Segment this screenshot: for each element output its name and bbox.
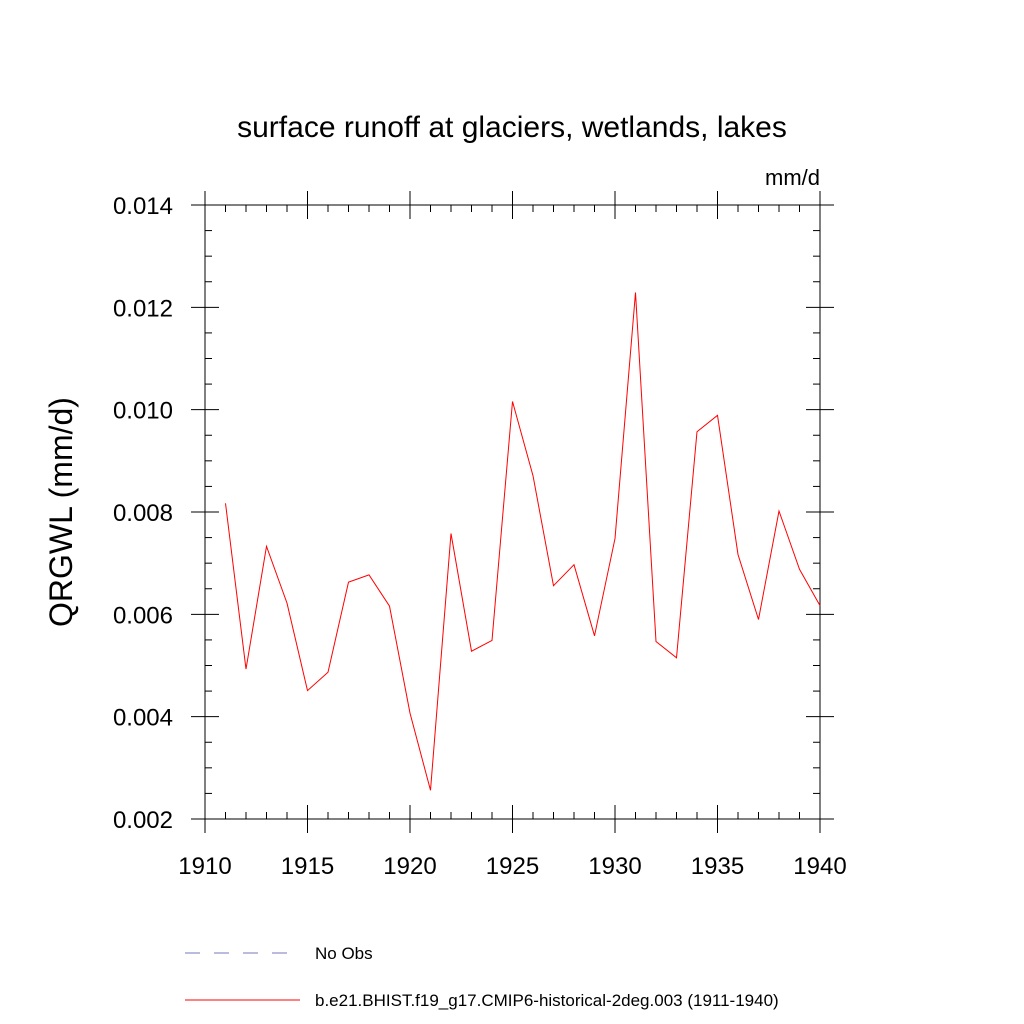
- y-tick-label: 0.006: [113, 602, 173, 629]
- y-tick-label: 0.004: [113, 705, 173, 732]
- chart-title: surface runoff at glaciers, wetlands, la…: [237, 111, 787, 144]
- legend-label: b.e21.BHIST.f19_g17.CMIP6-historical-2de…: [315, 991, 779, 1010]
- x-tick-labels: 1910 1915 1920 1925 1930 1935 1940: [178, 853, 846, 880]
- y-tick-label: 0.014: [113, 193, 173, 220]
- major-ticks: [191, 191, 834, 833]
- y-tick-label: 0.012: [113, 295, 173, 322]
- x-tick-label: 1930: [588, 853, 641, 880]
- x-tick-label: 1920: [383, 853, 436, 880]
- x-tick-label: 1925: [486, 853, 539, 880]
- y-axis-label: QRGWL (mm/d): [43, 397, 79, 627]
- x-tick-label: 1910: [178, 853, 231, 880]
- x-tick-label: 1935: [691, 853, 744, 880]
- y-tick-label: 0.010: [113, 398, 173, 425]
- units-label: mm/d: [765, 165, 820, 190]
- plot-frame: [204, 204, 821, 820]
- series-line-1: [225, 292, 821, 791]
- y-tick-labels: 0.002 0.004 0.006 0.008 0.010 0.012 0.014: [113, 193, 173, 834]
- minor-ticks: [205, 205, 820, 819]
- y-tick-label: 0.002: [113, 807, 173, 834]
- x-tick-label: 1915: [281, 853, 334, 880]
- x-tick-label: 1940: [793, 853, 846, 880]
- legend: No Obs b.e21.BHIST.f19_g17.CMIP6-historic…: [185, 944, 779, 1010]
- legend-label: No Obs: [315, 944, 373, 963]
- series-group: [225, 292, 821, 791]
- y-tick-label: 0.008: [113, 500, 173, 527]
